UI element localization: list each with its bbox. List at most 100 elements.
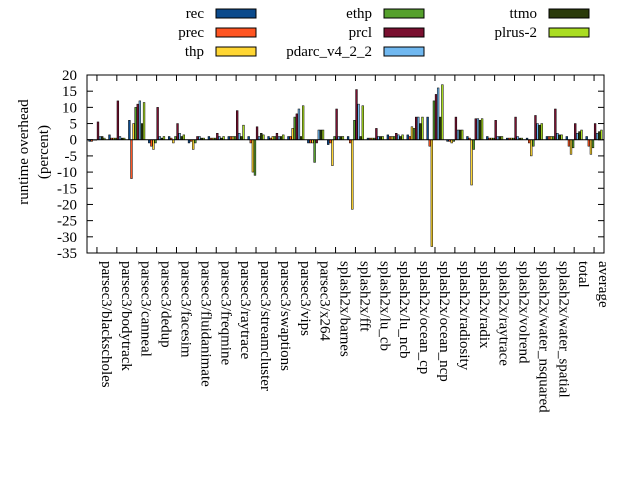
bar-ttmo-splash2x-ocean-ncp <box>439 116 442 140</box>
bar-prcl-splash2x-radiosity <box>454 116 458 140</box>
bar-prcl-parsec3-blackscholes <box>96 121 100 140</box>
x-tick-label: splash2x/barnes <box>337 261 353 357</box>
bar-thp-parsec3-fluidanimate <box>192 139 195 150</box>
bar-ttmo-splash2x-ocean-cp <box>419 123 422 140</box>
bar-ethp-splash2x-ocean-ncp <box>432 100 436 140</box>
bar-thp-total <box>569 139 573 155</box>
bar-prec-total <box>567 139 571 147</box>
legend-swatch-rec <box>215 8 257 19</box>
bar-prcl-parsec3-raytrace <box>236 110 239 140</box>
y-tick-label: -20 <box>57 197 77 213</box>
bar-pdarc-v4-2-2-average <box>596 133 599 140</box>
bar-prec-average <box>587 139 590 147</box>
bar-ethp-parsec3-streamcluster <box>253 139 257 176</box>
x-tick-label: splash2x/radix <box>476 261 492 349</box>
x-tick-label: total <box>575 261 591 288</box>
x-tick-label: parsec3/blackscholes <box>98 261 114 388</box>
bar-plrus-2-parsec3-facesim <box>182 134 185 140</box>
x-tick-label: parsec3/facesim <box>177 261 193 358</box>
bar-thp-parsec3-dedup <box>152 139 155 150</box>
bar-thp-splash2x-water-nsquared <box>530 139 533 157</box>
bar-pdarc-v4-2-2-parsec3-vips <box>297 108 301 140</box>
legend-label-prcl: prcl <box>349 25 372 41</box>
bar-thp-parsec3-vips <box>291 128 294 140</box>
x-tick-label: parsec3/bodytrack <box>118 261 134 371</box>
bar-plrus-2-parsec3-x264 <box>321 129 325 140</box>
bar-prec-splash2x-ocean-ncp <box>428 139 431 147</box>
bar-prec-parsec3-dedup <box>150 139 153 147</box>
bar-prcl-splash2x-radix <box>474 118 477 140</box>
legend-swatch-ethp <box>383 8 425 19</box>
bar-plrus-2-parsec3-streamcluster <box>262 134 265 140</box>
bar-prcl-parsec3-canneal <box>136 103 139 140</box>
bar-pdarc-v4-2-2-total <box>576 133 579 140</box>
legend: rec prec thp ethp prcl pdarc_v4_2_2 ttmo plrus-… <box>178 6 590 60</box>
x-tick-label: parsec3/vips <box>297 261 313 336</box>
bar-ttmo-splash2x-water-nsquared <box>538 124 541 140</box>
y-tick-label: -10 <box>57 165 77 181</box>
legend-label-prec: prec <box>178 25 204 41</box>
bar-plrus-2-splash2x-radiosity <box>461 129 464 140</box>
bar-thp-splash2x-barnes <box>331 139 334 166</box>
y-axis-title-line: (percent) <box>36 125 52 179</box>
x-tick-label: splash2x/lu_ncb <box>396 261 412 359</box>
legend-label-ttmo: ttmo <box>509 6 537 22</box>
bar-prcl-splash2x-raytrace <box>494 120 497 140</box>
bar-ethp-splash2x-fft <box>353 120 356 140</box>
legend-swatch-plrus-2 <box>548 27 590 38</box>
x-tick-label: parsec3/dedup <box>158 261 174 348</box>
bar-ttmo-splash2x-radiosity <box>458 129 462 140</box>
bar-thp-splash2x-ocean-ncp <box>430 139 433 247</box>
x-tick-label: parsec3/streamcluster <box>257 261 273 391</box>
bar-thp-parsec3-canneal <box>132 123 135 140</box>
bar-prcl-total <box>574 123 577 140</box>
plot-frame <box>86 74 605 254</box>
bar-prcl-parsec3-streamcluster <box>255 126 259 140</box>
y-tick-label: -5 <box>65 149 78 165</box>
x-axis: parsec3/blackscholes parsec3/bodytrack par… <box>96 75 611 413</box>
bar-plrus-2-parsec3-swaptions <box>282 134 285 140</box>
bar-prcl-splash2x-ocean-ncp <box>434 94 438 140</box>
bar-plrus-2-splash2x-water-nsquared <box>540 123 543 140</box>
legend-swatch-ttmo <box>548 8 590 19</box>
y-tick-label: -15 <box>57 181 77 197</box>
legend-swatch-prcl <box>383 27 425 38</box>
y-tick-label: 10 <box>62 100 77 116</box>
bar-pdarc-v4-2-2-splash2x-ocean-cp <box>417 116 420 140</box>
bar-prcl-parsec3-swaptions <box>275 133 279 140</box>
bar-ttmo-splash2x-water-spatial <box>558 134 561 140</box>
bar-ttmo-total <box>578 131 581 140</box>
bar-plrus-2-splash2x-water-spatial <box>560 134 563 140</box>
bar-ethp-splash2x-ocean-cp <box>412 128 416 140</box>
legend-label-pdarc-v4-2-2: pdarc_v4_2_2 <box>286 44 372 60</box>
bar-pdarc-v4-2-2-splash2x-radiosity <box>456 129 460 140</box>
y-tick-label: -35 <box>57 246 77 262</box>
bar-thp-parsec3-streamcluster <box>251 139 255 173</box>
bar-prcl-splash2x-water-spatial <box>554 108 557 140</box>
bar-plrus-2-splash2x-ocean-cp <box>421 116 424 140</box>
x-tick-label: splash2x/ocean_ncp <box>436 261 452 382</box>
bar-plrus-2-parsec3-raytrace <box>242 124 245 140</box>
bar-prcl-splash2x-volrend <box>514 116 517 140</box>
bar-plrus-2-parsec3-canneal <box>142 102 146 140</box>
bar-ttmo-average <box>598 131 601 140</box>
x-tick-label: parsec3/raytrace <box>237 261 253 360</box>
x-tick-label: splash2x/water_nsquared <box>535 261 551 413</box>
bar-ttmo-parsec3-canneal <box>140 123 144 140</box>
bar-pdarc-v4-2-2-splash2x-water-nsquared <box>536 123 539 140</box>
bar-thp-splash2x-ocean-cp <box>410 126 414 140</box>
bar-thp-splash2x-fft <box>351 139 354 210</box>
bar-pdarc-v4-2-2-parsec3-x264 <box>317 129 320 140</box>
y-axis-title-line: runtime overhead <box>16 99 32 205</box>
bar-prcl-parsec3-freqmine <box>216 133 219 140</box>
bar-prcl-parsec3-bodytrack <box>116 100 120 140</box>
bar-ethp-splash2x-water-nsquared <box>532 139 535 147</box>
bar-pdarc-v4-2-2-splash2x-ocean-ncp <box>436 87 440 140</box>
x-tick-label: parsec3/freqmine <box>217 261 233 365</box>
bar-prcl-average <box>593 123 597 140</box>
bar-ethp-splash2x-radix <box>472 139 475 150</box>
bar-pdarc-v4-2-2-splash2x-fft <box>357 103 360 140</box>
bar-plrus-2-total <box>580 129 583 140</box>
bar-pdarc-v4-2-2-parsec3-raytrace <box>238 133 241 140</box>
